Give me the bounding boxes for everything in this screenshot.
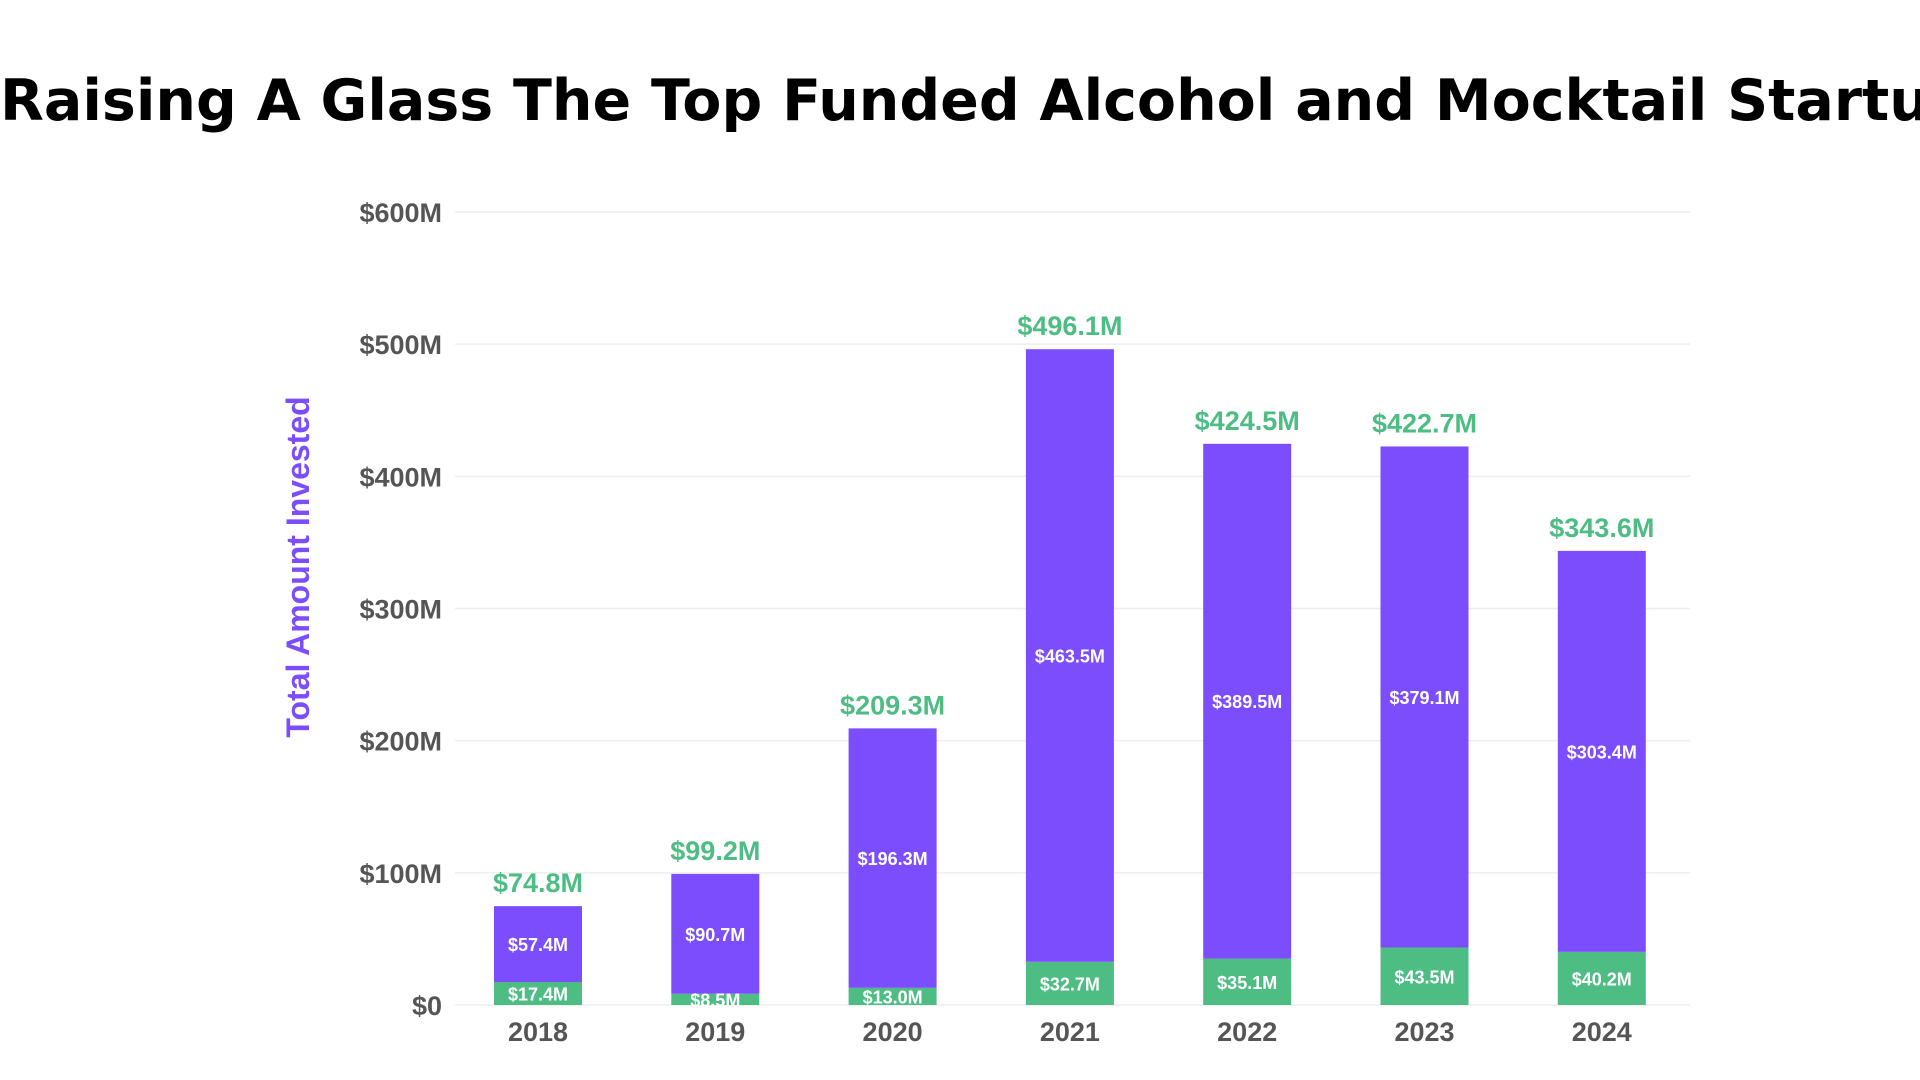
x-tick-label: 2023: [1394, 1017, 1454, 1047]
bar-segment-green: [1203, 958, 1292, 1005]
bar-segment-green: [1025, 961, 1114, 1005]
x-tick-label: 2022: [1217, 1017, 1277, 1047]
y-tick-label: $300M: [359, 595, 442, 625]
segment-label-green: $32.7M: [1040, 974, 1100, 994]
bar-segment-purple: [1557, 550, 1646, 952]
bar-segment-purple: [848, 728, 937, 988]
bar-segment-purple: [671, 873, 760, 994]
total-label: $74.8M: [493, 868, 583, 898]
x-tick-label: 2021: [1040, 1017, 1100, 1047]
segment-label-purple: $196.3M: [858, 849, 928, 869]
x-tick-label: 2018: [508, 1017, 568, 1047]
total-label: $496.1M: [1017, 311, 1122, 341]
segment-label-green: $17.4M: [508, 985, 568, 1005]
x-tick-label: 2024: [1572, 1017, 1632, 1047]
segment-label-purple: $57.4M: [508, 935, 568, 955]
bar-segment-purple: [1380, 446, 1469, 948]
total-label: $422.7M: [1372, 408, 1477, 438]
segment-label-purple: $90.7M: [685, 925, 745, 945]
bar-segment-green: [1557, 951, 1646, 1005]
bar-segment-green: [1380, 947, 1469, 1005]
y-axis-label: Total Amount Invested: [280, 396, 316, 737]
total-label: $343.6M: [1549, 513, 1654, 543]
y-tick-label: $0: [412, 991, 442, 1021]
segment-label-green: $8.5M: [690, 990, 740, 1010]
segment-label-green: $43.5M: [1394, 967, 1454, 987]
bar-segment-green: [848, 987, 937, 1005]
segment-label-green: $40.2M: [1572, 969, 1632, 989]
total-label: $424.5M: [1195, 406, 1300, 436]
chart-title: Raising A Glass The Top Funded Alcohol a…: [0, 68, 1920, 134]
bar-segment-purple: [1203, 443, 1292, 959]
x-tick-label: 2020: [863, 1017, 923, 1047]
y-tick-label: $500M: [359, 330, 442, 360]
y-tick-label: $600M: [359, 198, 442, 228]
segment-label-green: $35.1M: [1217, 973, 1277, 993]
bar-segment-purple: [1025, 349, 1114, 962]
y-tick-label: $100M: [359, 859, 442, 889]
segment-label-green: $13.0M: [863, 987, 923, 1007]
total-label: $209.3M: [840, 690, 945, 720]
total-label: $99.2M: [670, 836, 760, 866]
bar-segment-green: [494, 982, 582, 1005]
y-tick-label: $400M: [359, 462, 442, 492]
bar-segment-purple: [494, 906, 582, 983]
segment-label-purple: $389.5M: [1212, 692, 1282, 712]
segment-label-purple: $303.4M: [1567, 742, 1637, 762]
x-tick-label: 2019: [685, 1017, 745, 1047]
y-tick-label: $200M: [359, 727, 442, 757]
bar-segment-green: [671, 993, 760, 1005]
segment-label-purple: $379.1M: [1389, 688, 1459, 708]
segment-label-purple: $463.5M: [1035, 646, 1105, 666]
